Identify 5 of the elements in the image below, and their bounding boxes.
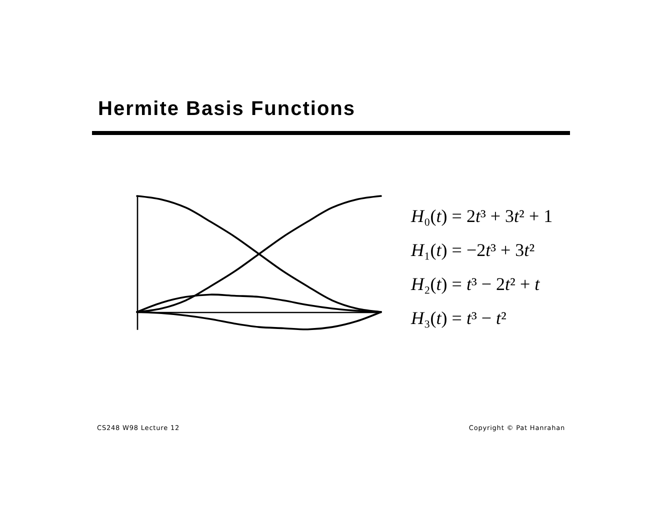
text: H₀(t) = 2t³ + 3t² + 1 (411, 205, 553, 228)
chart-title: Hermite Basis Functions (98, 98, 356, 121)
text: H₁(t) = −2t³ + 3t² (411, 239, 536, 262)
text: H₂(t) = t³ − 2t² + t (411, 274, 540, 294)
text: H₃(t) = t³ − t² (411, 307, 508, 330)
